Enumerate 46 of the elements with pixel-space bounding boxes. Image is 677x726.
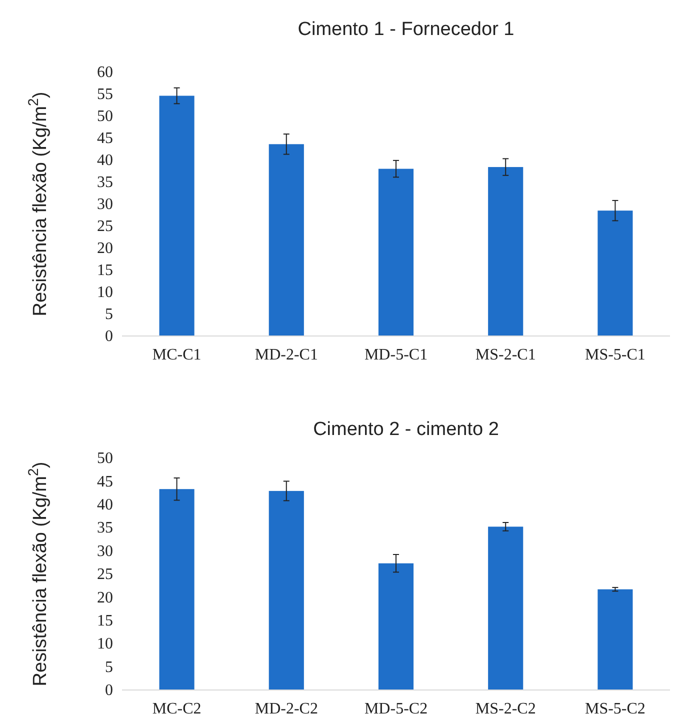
- x-tick-label: MS-2-C1: [475, 346, 536, 364]
- chart-title: Cimento 1 - Fornecedor 1: [298, 19, 514, 40]
- y-tick-label: 30: [97, 542, 113, 560]
- y-tick-label: 0: [105, 328, 113, 346]
- bar: [488, 526, 524, 690]
- y-tick-label: 20: [97, 589, 113, 606]
- bar: [488, 167, 524, 336]
- x-tick-label: MD-5-C1: [364, 346, 428, 364]
- bar: [378, 563, 414, 690]
- y-tick-label: 20: [97, 240, 113, 258]
- x-tick-label: MD-2-C1: [254, 346, 318, 364]
- bar: [159, 489, 194, 690]
- x-tick-label: MC-C2: [152, 700, 202, 718]
- y-tick-label: 45: [97, 130, 113, 148]
- x-tick-label: MS-5-C1: [584, 346, 646, 364]
- y-tick-label: 5: [105, 306, 113, 324]
- y-tick-label: 50: [97, 108, 113, 126]
- y-tick-label: 15: [97, 612, 113, 630]
- y-tick-label: 55: [97, 86, 113, 104]
- y-tick-label: 15: [97, 262, 113, 280]
- x-tick-label: MD-5-C2: [364, 700, 428, 718]
- y-tick-label: 10: [97, 284, 113, 302]
- bar: [159, 96, 194, 336]
- y-tick-label: 60: [97, 64, 113, 82]
- y-tick-label: 0: [105, 682, 113, 700]
- bar: [598, 210, 633, 336]
- y-tick-label: 35: [97, 174, 113, 192]
- y-tick-label: 50: [97, 450, 113, 468]
- y-tick-label: 25: [97, 566, 113, 584]
- y-tick-label: 5: [105, 658, 113, 676]
- y-tick-label: 40: [97, 152, 113, 170]
- x-tick-label: MD-2-C2: [254, 700, 318, 718]
- y-tick-label: 30: [97, 196, 113, 214]
- y-tick-label: 45: [97, 473, 113, 490]
- x-tick-label: MS-2-C2: [475, 700, 536, 718]
- y-tick-label: 35: [97, 520, 113, 537]
- y-tick-label: 10: [97, 636, 113, 653]
- chart-title: Cimento 2 - cimento 2: [313, 419, 499, 440]
- bar: [268, 490, 304, 690]
- bar: [268, 144, 304, 336]
- x-tick-label: MC-C1: [152, 346, 202, 364]
- y-tick-label: 25: [97, 218, 113, 236]
- bar: [598, 589, 633, 690]
- y-tick-label: 40: [97, 496, 113, 514]
- bar: [378, 168, 414, 336]
- x-tick-label: MS-5-C2: [584, 700, 646, 718]
